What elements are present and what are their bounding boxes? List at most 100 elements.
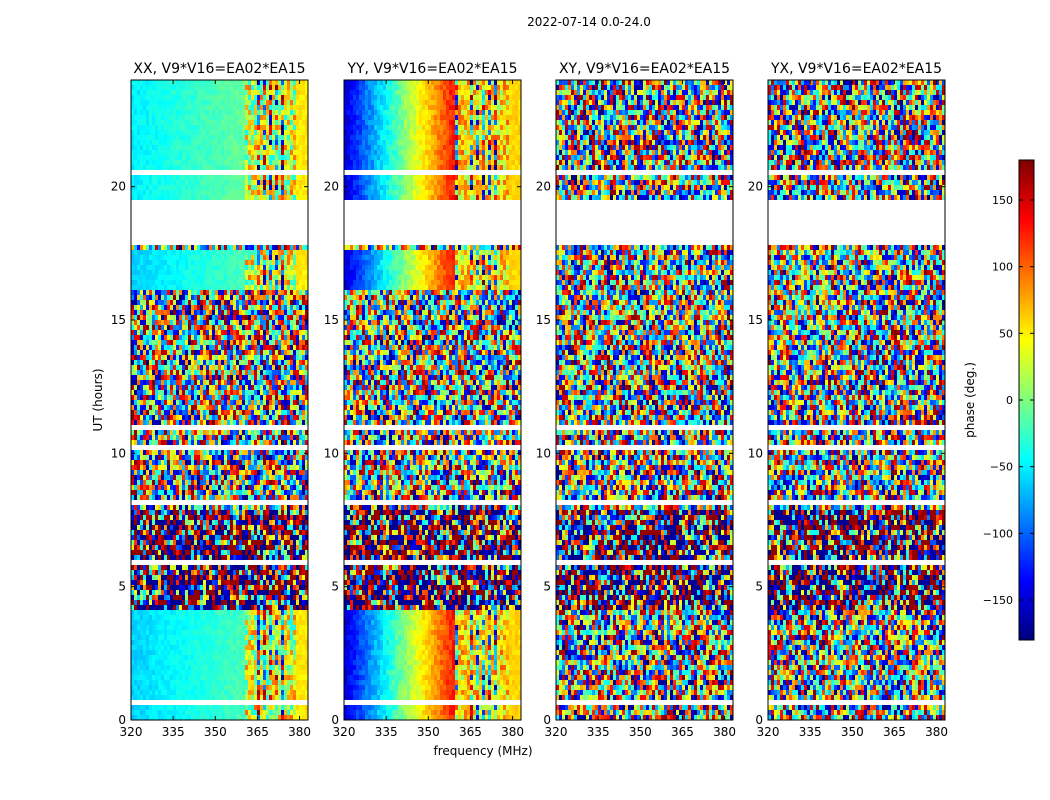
heatmap-cell [140, 455, 143, 460]
heatmap-cell [197, 350, 200, 355]
heatmap-cell [188, 85, 191, 90]
heatmap-cell [170, 305, 173, 310]
heatmap-cell [188, 385, 191, 390]
heatmap-cell [182, 335, 185, 340]
heatmap-cell [218, 295, 221, 300]
heatmap-cell [215, 565, 218, 570]
heatmap-cell [302, 130, 305, 135]
heatmap-cell [179, 145, 182, 150]
heatmap-cell [179, 460, 182, 465]
heatmap-cell [248, 470, 251, 475]
heatmap-cell [140, 430, 143, 435]
heatmap-cell [266, 190, 269, 195]
heatmap-cell [245, 295, 248, 300]
heatmap-cell [260, 490, 263, 495]
heatmap-cell [197, 245, 200, 250]
heatmap-cell [302, 320, 305, 325]
heatmap-cell [212, 100, 215, 105]
heatmap-cell [194, 440, 197, 445]
heatmap-cell [287, 555, 290, 560]
heatmap-cell [209, 470, 212, 475]
heatmap-cell [272, 370, 275, 375]
heatmap-cell [206, 125, 209, 130]
heatmap-cell [281, 150, 284, 155]
heatmap-cell [197, 485, 200, 490]
heatmap-cell [143, 145, 146, 150]
heatmap-cell [251, 270, 254, 275]
heatmap-cell [158, 140, 161, 145]
heatmap-cell [200, 275, 203, 280]
heatmap-cell [254, 395, 257, 400]
heatmap-cell [203, 265, 206, 270]
heatmap-cell [248, 370, 251, 375]
heatmap-cell [185, 320, 188, 325]
heatmap-cell [170, 340, 173, 345]
heatmap-cell [203, 180, 206, 185]
heatmap-cell [302, 185, 305, 190]
heatmap-cell [254, 515, 257, 520]
heatmap-cell [149, 365, 152, 370]
heatmap-cell [137, 395, 140, 400]
heatmap-cell [272, 410, 275, 415]
heatmap-cell [185, 465, 188, 470]
heatmap-cell [233, 355, 236, 360]
heatmap-cell [251, 330, 254, 335]
heatmap-cell [185, 250, 188, 255]
heatmap-cell [281, 470, 284, 475]
heatmap-cell [260, 305, 263, 310]
heatmap-cell [143, 315, 146, 320]
heatmap-cell [176, 400, 179, 405]
heatmap-cell [236, 385, 239, 390]
heatmap-cell [242, 270, 245, 275]
heatmap-cell [164, 155, 167, 160]
heatmap-cell [230, 390, 233, 395]
heatmap-cell [200, 470, 203, 475]
heatmap-cell [266, 390, 269, 395]
heatmap-cell [140, 410, 143, 415]
heatmap-cell [275, 520, 278, 525]
heatmap-cell [278, 195, 281, 200]
heatmap-cell [206, 490, 209, 495]
heatmap-cell [248, 160, 251, 165]
heatmap-cell [194, 570, 197, 575]
heatmap-cell [212, 280, 215, 285]
heatmap-cell [254, 95, 257, 100]
heatmap-cell [254, 280, 257, 285]
heatmap-cell [167, 420, 170, 425]
heatmap-cell [263, 310, 266, 315]
heatmap-cell [170, 470, 173, 475]
heatmap-cell [149, 150, 152, 155]
heatmap-cell [233, 410, 236, 415]
heatmap-cell [245, 495, 248, 500]
heatmap-cell [245, 130, 248, 135]
heatmap-cell [152, 330, 155, 335]
heatmap-cell [266, 370, 269, 375]
heatmap-cell [134, 410, 137, 415]
heatmap-cell [287, 400, 290, 405]
heatmap-cell [230, 305, 233, 310]
heatmap-cell [263, 130, 266, 135]
heatmap-cell [179, 295, 182, 300]
heatmap-cell [149, 265, 152, 270]
heatmap-cell [176, 420, 179, 425]
heatmap-cell [167, 245, 170, 250]
heatmap-cell [137, 345, 140, 350]
heatmap-cell [164, 475, 167, 480]
heatmap-cell [155, 440, 158, 445]
heatmap-cell [260, 295, 263, 300]
heatmap-cell [263, 160, 266, 165]
heatmap-cell [179, 310, 182, 315]
heatmap-cell [269, 285, 272, 290]
heatmap-cell [242, 350, 245, 355]
heatmap-cell [281, 550, 284, 555]
heatmap-cell [182, 340, 185, 345]
heatmap-cell [158, 505, 161, 510]
heatmap-cell [185, 290, 188, 295]
heatmap-cell [299, 355, 302, 360]
heatmap-cell [215, 490, 218, 495]
heatmap-cell [161, 395, 164, 400]
heatmap-cell [173, 95, 176, 100]
heatmap-cell [179, 265, 182, 270]
heatmap-cell [173, 525, 176, 530]
heatmap-cell [161, 545, 164, 550]
